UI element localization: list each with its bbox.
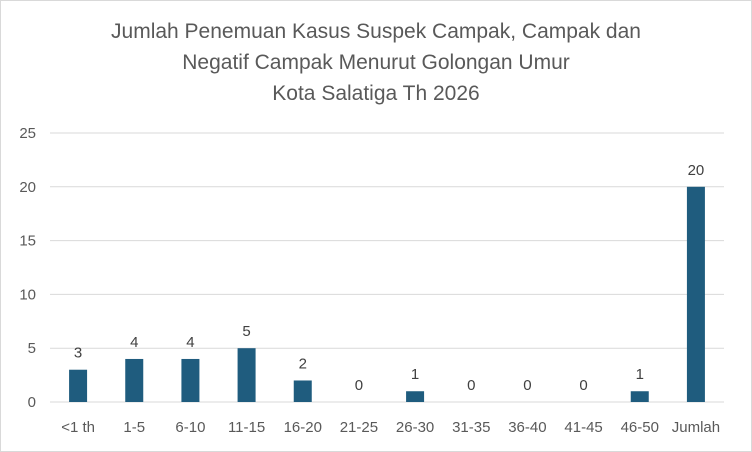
bar-11 [686, 186, 705, 402]
bar-0 [69, 369, 88, 402]
data-label-4: 2 [299, 355, 307, 372]
bar-2 [181, 358, 200, 402]
chart-title-line-2: Negatif Campak Menurut Golongan Umur [182, 51, 570, 74]
bar-10 [630, 391, 649, 402]
x-tick-label-4: 16-20 [284, 419, 322, 436]
chart-title-line-1: Jumlah Penemuan Kasus Suspek Campak, Cam… [111, 20, 641, 43]
y-axis-ticks: 0 5 10 15 20 25 [19, 125, 36, 411]
data-label-5: 0 [355, 377, 363, 394]
gridlines [50, 132, 724, 403]
data-label-10: 1 [636, 366, 644, 383]
x-tick-label-2: 6-10 [175, 419, 205, 436]
y-tick-label: 25 [19, 125, 36, 142]
data-label-7: 0 [467, 377, 475, 394]
y-tick-label: 20 [19, 179, 36, 196]
x-tick-label-8: 36-40 [508, 419, 546, 436]
data-label-8: 0 [523, 377, 531, 394]
bar-6 [406, 391, 425, 402]
y-tick-label: 0 [28, 394, 36, 411]
chart-title: Jumlah Penemuan Kasus Suspek Campak, Cam… [0, 16, 752, 109]
x-tick-label-9: 41-45 [564, 419, 602, 436]
x-tick-label-1: 1-5 [123, 419, 145, 436]
data-label-9: 0 [579, 377, 587, 394]
bar-1 [125, 358, 144, 402]
bar-4 [293, 380, 312, 402]
x-axis-ticks: <1 th 1-5 6-10 11-15 16-20 21-25 26-30 31-35 36-… [61, 419, 720, 436]
chart-title-line-3: Kota Salatiga Th 2026 [272, 82, 480, 105]
data-label-3: 5 [242, 323, 250, 340]
y-tick-label: 15 [19, 233, 36, 250]
data-label-0: 3 [74, 345, 82, 362]
x-tick-label-6: 26-30 [396, 419, 434, 436]
bar-3 [237, 348, 256, 402]
y-tick-label: 5 [28, 340, 36, 357]
data-label-1: 4 [130, 334, 138, 351]
x-tick-label-11: Jumlah [672, 419, 720, 436]
bars [69, 186, 705, 402]
x-tick-label-5: 21-25 [340, 419, 378, 436]
x-tick-label-3: 11-15 [228, 419, 265, 436]
x-tick-label-7: 31-35 [452, 419, 490, 436]
x-tick-label-10: 46-50 [621, 419, 659, 436]
data-label-6: 1 [411, 366, 419, 383]
data-label-11: 20 [688, 162, 705, 179]
y-tick-label: 10 [19, 286, 36, 303]
x-tick-label-0: <1 th [61, 419, 95, 436]
data-label-2: 4 [186, 334, 194, 351]
